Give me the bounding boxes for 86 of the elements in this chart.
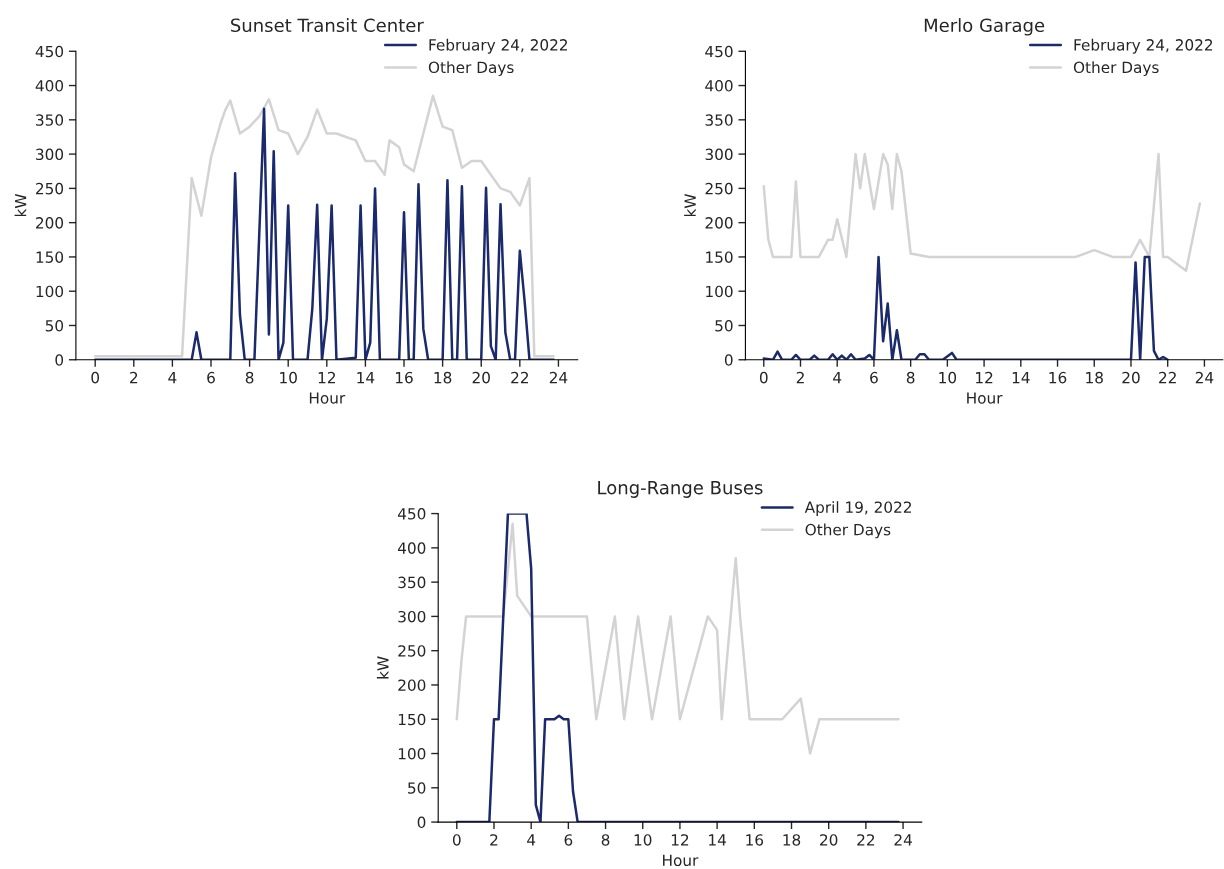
y-tick-label: 350: [398, 576, 426, 589]
y-tick-label: 50: [45, 319, 64, 332]
chart-title: Merlo Garage: [924, 18, 1045, 36]
x-tick-label: 16: [395, 371, 413, 384]
x-tick-label: 22: [511, 371, 529, 384]
legend-label: Other Days: [428, 61, 514, 77]
chart-title: Long-Range Buses: [598, 480, 763, 498]
y-tick-label: 150: [36, 251, 64, 263]
y-tick-label: 50: [715, 319, 733, 332]
y-tick-label: 400: [35, 80, 64, 92]
y-tick-label: 150: [706, 251, 733, 263]
y-tick-label: 250: [398, 645, 426, 657]
x-tick-label: 12: [318, 371, 335, 384]
x-tick-label: 4: [168, 372, 177, 384]
x-tick-label: 10: [280, 371, 297, 384]
x-tick-label: 16: [1049, 371, 1067, 384]
x-tick-label: 18: [1086, 371, 1103, 384]
x-tick-label: 14: [1012, 372, 1030, 384]
x-tick-label: 14: [357, 372, 375, 384]
legend-label: April 19, 2022: [804, 501, 911, 516]
x-tick-label: 6: [207, 371, 215, 384]
y-tick-label: 100: [706, 285, 733, 298]
y-tick-label: 200: [36, 217, 64, 229]
x-tick-label: 20: [820, 834, 838, 846]
y-tick-label: 300: [398, 610, 426, 623]
x-tick-label: 22: [1159, 371, 1176, 384]
y-axis-title: kW: [684, 194, 696, 217]
legend-label: February 24, 2022: [1074, 38, 1213, 54]
legend-label: Other Days: [1073, 61, 1159, 77]
y-tick-label: 450: [705, 45, 733, 58]
y-tick-label: 150: [398, 713, 426, 726]
x-tick-label: 2: [796, 371, 804, 384]
y-tick-label: 350: [36, 114, 64, 126]
y-tick-label: 400: [705, 80, 733, 92]
y-tick-label: 200: [398, 679, 426, 691]
x-tick-label: 14: [709, 834, 726, 846]
x-tick-label: 4: [527, 834, 536, 846]
x-tick-label: 24: [1195, 371, 1214, 384]
y-axis-title: kW: [376, 656, 389, 679]
x-tick-label: 0: [759, 371, 768, 384]
x-tick-label: 10: [939, 371, 957, 384]
y-tick-label: 0: [417, 816, 426, 829]
y-tick-label: 400: [397, 542, 426, 554]
x-axis-title: Hour: [309, 392, 346, 404]
y-tick-label: 50: [408, 782, 426, 794]
x-tick-label: 4: [833, 372, 842, 384]
x-tick-label: 12: [671, 834, 689, 846]
y-tick-label: 100: [398, 747, 426, 760]
x-tick-label: 2: [130, 371, 138, 384]
y-tick-label: 0: [55, 354, 64, 366]
x-axis-title: Hour: [967, 392, 1003, 404]
x-tick-label: 18: [783, 834, 801, 846]
y-axis-title: kW: [14, 194, 27, 217]
line-series: [762, 152, 1202, 272]
line-series: [455, 522, 900, 755]
legend-label: Other Days: [805, 523, 891, 539]
x-tick-label: 24: [894, 834, 912, 846]
legend-label: February 24, 2022: [429, 38, 568, 54]
x-tick-label: 2: [490, 834, 498, 846]
x-tick-label: 16: [746, 834, 764, 846]
y-tick-label: 0: [724, 354, 733, 366]
y-tick-label: 300: [36, 148, 64, 161]
y-tick-label: 350: [705, 114, 733, 126]
y-tick-label: 250: [705, 182, 733, 195]
chart-title: Sunset Transit Center: [231, 18, 424, 33]
x-tick-label: 20: [472, 371, 490, 384]
x-tick-label: 8: [906, 371, 915, 384]
x-tick-label: 12: [976, 371, 993, 384]
y-tick-label: 300: [705, 148, 733, 161]
y-tick-label: 200: [705, 217, 733, 229]
y-tick-label: 450: [397, 508, 426, 520]
x-tick-label: 6: [870, 371, 878, 384]
y-tick-label: 250: [36, 182, 64, 195]
x-tick-label: 0: [452, 834, 461, 846]
x-tick-label: 0: [91, 371, 100, 384]
x-tick-label: 6: [564, 834, 573, 846]
x-tick-label: 22: [857, 834, 875, 846]
y-tick-label: 450: [35, 45, 64, 58]
x-tick-label: 18: [434, 371, 452, 384]
x-tick-label: 8: [601, 834, 610, 846]
x-tick-label: 10: [634, 834, 652, 846]
x-tick-label: 20: [1122, 371, 1140, 384]
y-tick-label: 100: [36, 285, 64, 298]
x-axis-title: Hour: [663, 854, 699, 867]
x-tick-label: 8: [245, 371, 254, 384]
x-tick-label: 24: [549, 371, 568, 384]
